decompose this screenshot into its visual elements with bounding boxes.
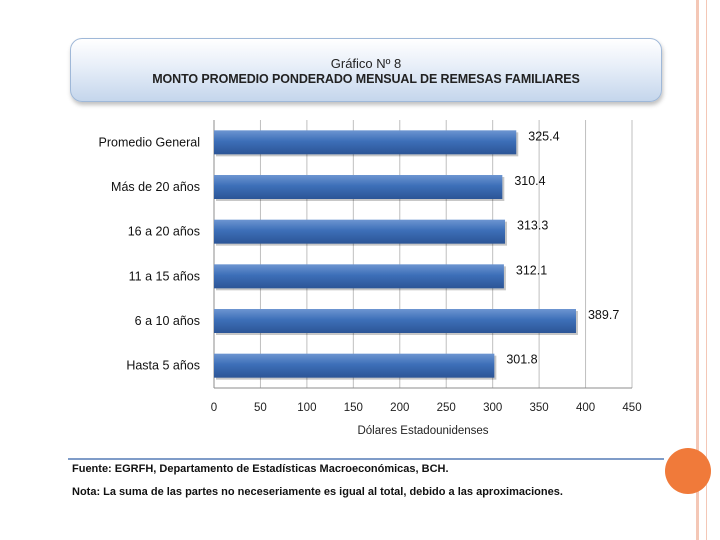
x-tick-label: 400 (576, 402, 595, 414)
bar-value-label: 325.4 (528, 129, 559, 143)
bar (214, 175, 503, 199)
x-tick-label: 250 (437, 402, 456, 414)
grid-lines (213, 120, 633, 389)
x-tick-label: 0 (211, 402, 217, 414)
bar-value-label: 389.7 (588, 308, 619, 322)
x-tick-label: 150 (344, 402, 363, 414)
bar-value-label: 301.8 (506, 353, 537, 367)
chart-title-box: Gráfico Nº 8 MONTO PROMEDIO PONDERADO ME… (70, 38, 662, 102)
bars (214, 130, 578, 380)
y-category-label: Promedio General (99, 135, 200, 149)
x-tick-label: 200 (390, 402, 409, 414)
bar (214, 219, 506, 244)
y-category-label: Más de 20 años (111, 180, 200, 194)
bar (214, 309, 576, 333)
y-category-label: 16 a 20 años (128, 225, 200, 239)
y-category-label: 11 a 15 años (129, 269, 200, 283)
x-axis-title: Dólares Estadounidenses (357, 425, 488, 437)
y-category-label: Hasta 5 años (126, 359, 200, 373)
labels: 0 50 100 150 200 250 300 350 400 450 Promedio Gene… (99, 129, 642, 414)
decorative-circle (665, 448, 711, 494)
x-tick-label: 300 (483, 402, 502, 414)
bar (214, 264, 504, 289)
bar-value-label: 312.1 (516, 263, 547, 277)
y-category-label: 6 a 10 años (135, 314, 200, 328)
bar-value-label: 313.3 (517, 219, 548, 233)
footer-source: Fuente: EGRFH, Departamento de Estadísti… (72, 463, 449, 475)
x-tick-label: 100 (297, 402, 316, 414)
x-tick-label: 450 (622, 402, 641, 414)
footer-note: Nota: La suma de las partes no neceseria… (72, 486, 563, 498)
chart-title: Gráfico Nº 8 (330, 56, 402, 71)
footer-divider (68, 458, 664, 460)
chart-subtitle: MONTO PROMEDIO PONDERADO MENSUAL DE REME… (152, 72, 580, 86)
bar-value-label: 310.4 (514, 174, 545, 188)
x-tick-label: 50 (254, 402, 267, 414)
bar (214, 130, 517, 155)
bar (214, 353, 495, 378)
slide-right-border (690, 0, 720, 540)
x-tick-label: 350 (530, 402, 549, 414)
